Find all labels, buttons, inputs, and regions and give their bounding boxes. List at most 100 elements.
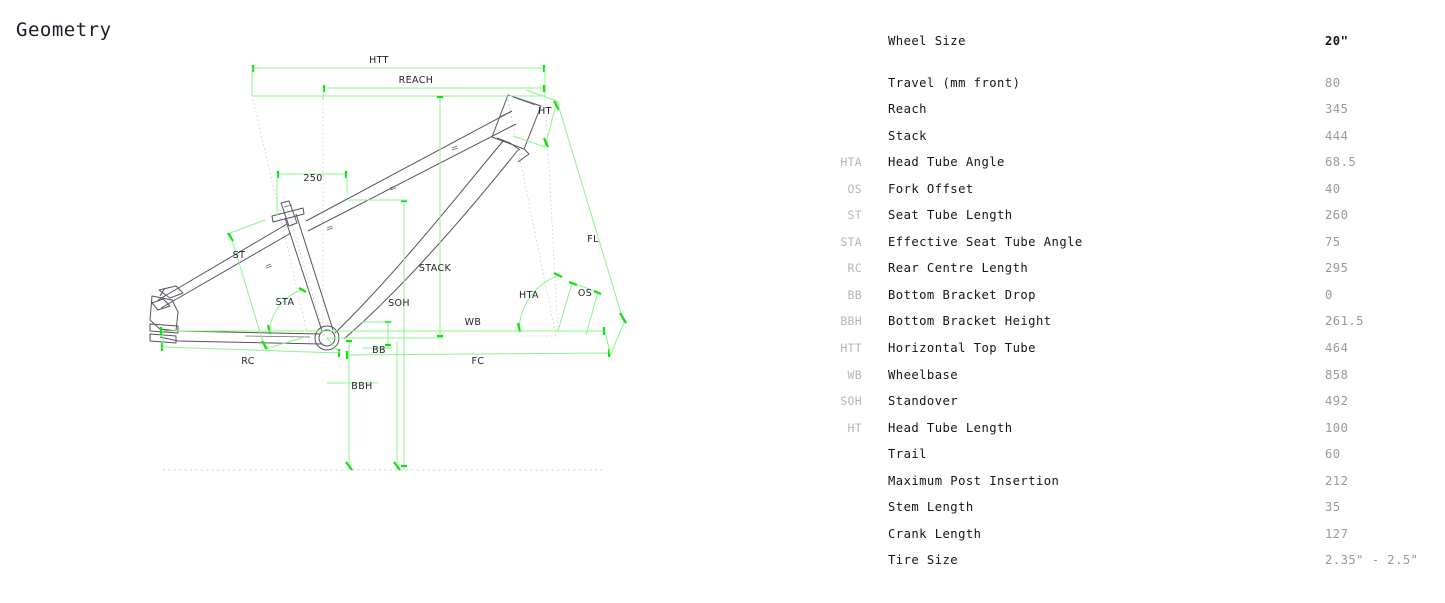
spec-row: STA Effective Seat Tube Angle 75	[820, 232, 1445, 252]
geometry-spec-table: Wheel Size 20" Travel (mm front) 80 Reach 345…	[820, 0, 1445, 603]
spec-value: 261.5	[1325, 314, 1364, 328]
spec-abbreviation: HTT	[840, 341, 862, 355]
spec-value: 444	[1325, 129, 1349, 143]
spec-value: 2.35" - 2.5"	[1325, 553, 1419, 567]
spec-row: RC Rear Centre Length 295	[820, 258, 1445, 278]
spec-row: ST Seat Tube Length 260	[820, 205, 1445, 225]
st-leader-top	[229, 219, 266, 234]
page-title: Geometry	[16, 19, 112, 41]
spec-label: Standover	[888, 394, 959, 408]
hta-angle-arc	[518, 274, 561, 332]
spec-abbreviation: STA	[840, 235, 862, 249]
dimension-label-250: 250	[303, 173, 322, 184]
dimension-labels: HTT REACH HT 250 ST FL STACK STA SOH HTA OS WB BB RC F…	[233, 55, 599, 392]
spec-abbreviation: HT	[847, 421, 862, 435]
spec-row: Stem Length 35	[820, 497, 1445, 517]
ht-leader-top	[525, 89, 558, 102]
spec-abbreviation: ST	[847, 208, 862, 222]
fc-dimension-line	[347, 352, 611, 356]
spec-row: HTA Head Tube Angle 68.5	[820, 152, 1445, 172]
spec-row: Reach 345	[820, 99, 1445, 119]
spec-row: Maximum Post Insertion 212	[820, 471, 1445, 491]
ht-leader-bottom	[512, 135, 546, 148]
spec-label: Travel (mm front)	[888, 76, 1021, 90]
spec-row: Trail 60	[820, 444, 1445, 464]
spec-label: Effective Seat Tube Angle	[888, 235, 1083, 249]
spec-label: Stem Length	[888, 500, 974, 514]
st-leader-bottom	[264, 336, 306, 350]
spec-label: Maximum Post Insertion	[888, 474, 1060, 488]
rc-dimension-line	[162, 346, 341, 354]
head-tube-shape	[491, 94, 542, 150]
spec-row: SOH Standover 492	[820, 391, 1445, 411]
spec-label: Reach	[888, 102, 927, 116]
spec-value: 858	[1325, 368, 1349, 382]
spec-abbreviation: RC	[847, 261, 862, 275]
spec-abbreviation: BB	[847, 288, 862, 302]
construction-lines	[251, 94, 559, 346]
dimension-label-soh: SOH	[388, 298, 410, 309]
dimension-label-bbh: BBH	[351, 381, 372, 392]
dimension-label-sta: STA	[276, 297, 295, 308]
spec-label: Head Tube Angle	[888, 155, 1005, 169]
spec-value: 80	[1325, 76, 1341, 90]
spec-label: Stack	[888, 129, 927, 143]
geometry-diagram-panel: .dl { stroke:#8cf58c; stroke-width:1; fi…	[149, 55, 627, 471]
spec-label: Head Tube Length	[888, 421, 1013, 435]
spec-value: 35	[1325, 500, 1341, 514]
spec-label: Bottom Bracket Height	[888, 314, 1052, 328]
spec-row: Travel (mm front) 80	[820, 73, 1445, 93]
spec-label: Horizontal Top Tube	[888, 341, 1036, 355]
spec-value: 20"	[1325, 34, 1349, 48]
spec-value: 0	[1325, 288, 1333, 302]
dimension-label-reach: REACH	[399, 75, 434, 86]
spec-value: 75	[1325, 235, 1341, 249]
spec-value: 295	[1325, 261, 1349, 275]
spec-abbreviation: OS	[847, 182, 862, 196]
spec-label: Seat Tube Length	[888, 208, 1013, 222]
spec-label: Bottom Bracket Drop	[888, 288, 1036, 302]
bicycle-frame-geometry-svg: .dl { stroke:#8cf58c; stroke-width:1; fi…	[149, 55, 627, 471]
brake-mount	[158, 285, 184, 299]
dimension-label-bb: BB	[372, 345, 386, 356]
spec-label: Wheel Size	[888, 34, 966, 48]
spec-row: HT Head Tube Length 100	[820, 418, 1445, 438]
spec-label: Rear Centre Length	[888, 261, 1029, 275]
dimension-label-stack: STACK	[419, 263, 452, 274]
spec-row: HTT Horizontal Top Tube 464	[820, 338, 1445, 358]
spec-row: BB Bottom Bracket Drop 0	[820, 285, 1445, 305]
dimension-label-ht: HT	[538, 106, 552, 117]
spec-abbreviation: BBH	[840, 314, 862, 328]
dimension-label-htt: HTT	[369, 55, 389, 66]
spec-label: Tire Size	[888, 553, 959, 567]
spec-label: Fork Offset	[888, 182, 974, 196]
spec-row: Tire Size 2.35" - 2.5"	[820, 550, 1445, 570]
spec-abbreviation: SOH	[840, 394, 862, 408]
dimension-label-wb: WB	[465, 317, 482, 328]
spec-value: 260	[1325, 208, 1349, 222]
spec-row: Wheel Size 20"	[820, 31, 1445, 51]
dimension-label-os: OS	[578, 288, 592, 299]
fl-dimension-line	[556, 100, 625, 324]
dimension-lines	[159, 65, 627, 471]
spec-value: 345	[1325, 102, 1349, 116]
spec-value: 60	[1325, 447, 1341, 461]
spec-row: OS Fork Offset 40	[820, 179, 1445, 199]
dimension-label-st: ST	[233, 250, 246, 261]
spec-row: WB Wheelbase 858	[820, 365, 1445, 385]
dimension-label-fc: FC	[472, 356, 485, 367]
spec-abbreviation: WB	[847, 368, 862, 382]
dimension-label-rc: RC	[241, 356, 255, 367]
spec-label: Crank Length	[888, 527, 982, 541]
spec-row: Crank Length 127	[820, 524, 1445, 544]
spec-value: 464	[1325, 341, 1349, 355]
saddle-clamp	[271, 207, 305, 223]
spec-label: Wheelbase	[888, 368, 959, 382]
frame-outline	[149, 94, 542, 351]
spec-value: 127	[1325, 527, 1349, 541]
spec-value: 40	[1325, 182, 1341, 196]
spec-label: Trail	[888, 447, 927, 461]
st-dimension-line	[229, 232, 266, 350]
dimension-label-hta: HTA	[519, 290, 539, 301]
spec-value: 212	[1325, 474, 1349, 488]
